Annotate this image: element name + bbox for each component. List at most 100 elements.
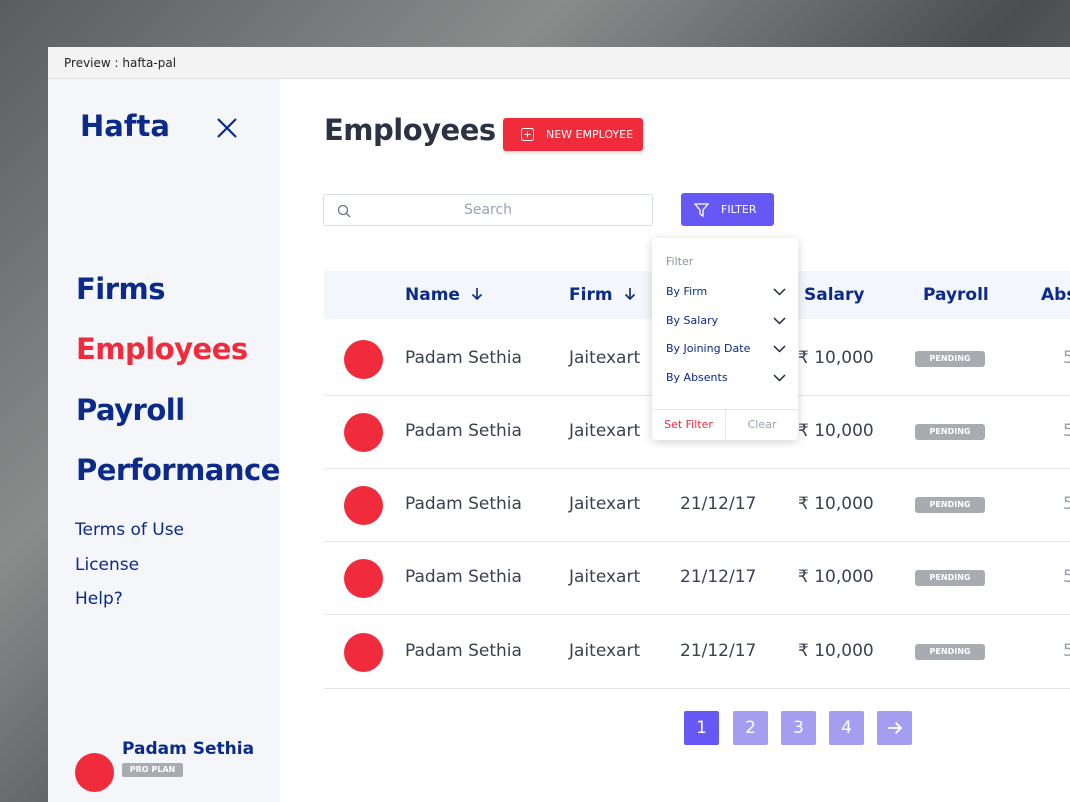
arrow-icon: [887, 721, 902, 735]
page-button[interactable]: 1: [684, 711, 719, 745]
user-avatar: [75, 753, 114, 792]
chevron-icon: [773, 317, 786, 325]
salary: ₹ 10,000: [798, 641, 874, 661]
absents: 5: [1063, 421, 1070, 441]
main: Employees NEW EMPLOYEE Search FILTER Nam…: [48, 47, 1070, 802]
option-label: By Salary: [666, 313, 719, 327]
column-header[interactable]: Name: [405, 271, 484, 319]
new-employee-button[interactable]: NEW EMPLOYEE: [503, 118, 643, 151]
new-employee-label: NEW EMPLOYEE: [546, 128, 634, 141]
nav-item[interactable]: Employees: [76, 332, 248, 366]
brand: Hafta: [80, 109, 170, 143]
column-header[interactable]: Firm: [569, 271, 637, 319]
sidebar: Hafta Firms Employees Payroll Performance Te…: [48, 79, 280, 802]
row-avatar: [344, 633, 383, 672]
status-badge: PENDING: [915, 497, 985, 513]
row-avatar: [344, 340, 383, 379]
option-label: By Joining Date: [666, 342, 751, 356]
filter-option[interactable]: By Absents: [666, 371, 786, 384]
salary: ₹ 10,000: [798, 421, 874, 441]
column-header: Payroll: [923, 271, 989, 319]
dropdown-divider: [725, 409, 726, 440]
row-avatar: [344, 486, 383, 525]
joining-date: 21/12/17: [680, 641, 757, 661]
page-button[interactable]: 3: [781, 711, 816, 745]
nav-item[interactable]: Firms: [76, 272, 166, 306]
column-title: Payroll: [923, 285, 989, 305]
row-avatar: [344, 413, 383, 452]
employee-name[interactable]: Padam Sethia: [405, 348, 522, 368]
joining-date: 21/12/17: [680, 494, 757, 514]
filter-option[interactable]: By Salary: [666, 314, 786, 327]
firm: Jaitexart: [569, 567, 641, 587]
nav-item[interactable]: Performance: [76, 453, 280, 487]
option-label: By Firm: [666, 285, 708, 298]
status-badge: PENDING: [915, 351, 985, 367]
plan-badge: PRO PLAN: [122, 763, 183, 777]
absents: 5: [1063, 494, 1070, 514]
filter-option[interactable]: By Joining Date: [666, 342, 786, 355]
employee-name[interactable]: Padam Sethia: [405, 421, 522, 441]
page-button[interactable]: 4: [829, 711, 864, 745]
set-filter-button[interactable]: Set Filter: [664, 418, 713, 431]
firm: Jaitexart: [569, 348, 641, 368]
status-badge: PENDING: [915, 424, 985, 440]
employee-name[interactable]: Padam Sethia: [405, 641, 522, 661]
search-box[interactable]: Search: [323, 194, 653, 226]
filter-icon: [694, 203, 709, 217]
employee-name[interactable]: Padam Sethia: [405, 494, 522, 514]
app-window: Preview : hafta-pal Hafta Firms Employees…: [48, 47, 1070, 802]
plus-icon: [521, 128, 534, 141]
column-header: Salary: [804, 271, 864, 319]
sort-icon: [624, 288, 635, 301]
absents: 5: [1063, 641, 1070, 661]
user-name: Padam Sethia: [122, 739, 255, 759]
chevron-icon: [773, 345, 786, 353]
status-badge: PENDING: [915, 644, 985, 660]
filter-button[interactable]: FILTER: [681, 193, 774, 226]
next-page-button[interactable]: [877, 711, 912, 745]
chevron-icon: [773, 288, 786, 296]
clear-button[interactable]: Clear: [747, 418, 777, 431]
column-title: Salary: [804, 285, 865, 305]
nav-item[interactable]: Payroll: [76, 393, 185, 427]
row-separator: [324, 541, 1070, 542]
filter-dropdown: Filter By Firm By Salary By Joining Date By …: [652, 238, 798, 440]
absents: 5: [1063, 348, 1070, 368]
firm: Jaitexart: [569, 421, 641, 441]
filter-option[interactable]: By Firm: [666, 285, 786, 298]
footer-link[interactable]: Terms of Use: [75, 520, 185, 540]
status-badge: PENDING: [915, 570, 985, 586]
firm: Jaitexart: [569, 494, 641, 514]
dropdown-title: Filter: [666, 255, 694, 268]
search-placeholder: Search: [463, 202, 513, 218]
absents: 5: [1063, 567, 1070, 587]
option-label: By Absents: [666, 371, 728, 385]
page-title: Employees: [324, 113, 496, 147]
window-title: Preview : hafta-pal: [64, 56, 177, 70]
filter-label: FILTER: [721, 203, 757, 216]
salary: ₹ 10,000: [798, 567, 874, 587]
row-separator: [324, 688, 1070, 689]
footer-link[interactable]: License: [75, 554, 140, 575]
row-separator: [324, 468, 1070, 469]
close-icon[interactable]: [216, 117, 238, 139]
joining-date: 21/12/17: [680, 567, 757, 587]
chevron-icon: [773, 374, 786, 382]
row-separator: [324, 614, 1070, 615]
title-bar: Preview : hafta-pal: [48, 47, 1070, 79]
salary: ₹ 10,000: [798, 494, 874, 514]
footer-link[interactable]: Help?: [75, 589, 123, 609]
column-title: Abs: [1041, 285, 1070, 305]
column-title: Firm: [569, 285, 613, 305]
salary: ₹ 10,000: [798, 348, 874, 368]
row-avatar: [344, 559, 383, 598]
page-button[interactable]: 2: [733, 711, 768, 745]
employee-name[interactable]: Padam Sethia: [405, 567, 522, 587]
search-icon: [337, 204, 351, 218]
column-title: Name: [405, 285, 460, 305]
sort-icon: [471, 288, 483, 301]
firm: Jaitexart: [569, 641, 641, 661]
column-header: Abs: [1041, 271, 1070, 319]
